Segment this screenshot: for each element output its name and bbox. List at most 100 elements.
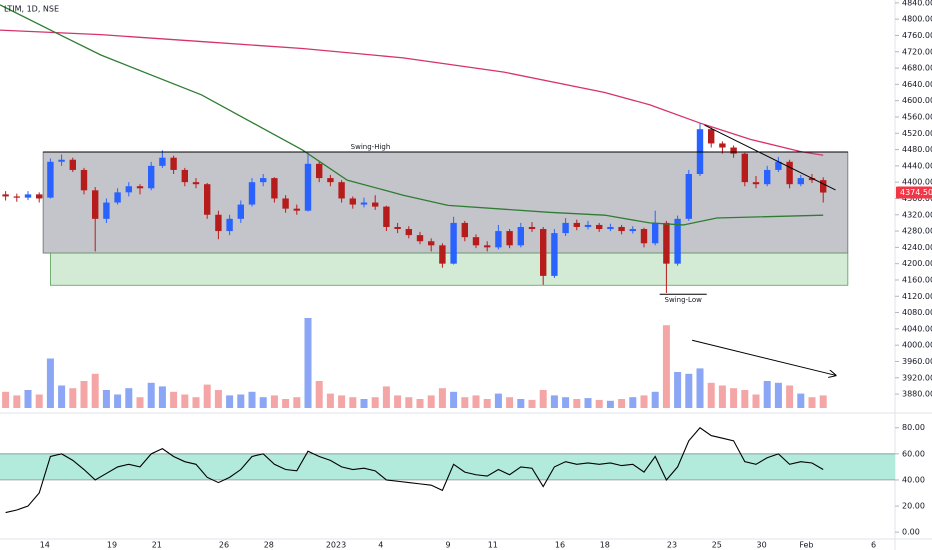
candle-body <box>484 245 491 248</box>
volume-bar <box>259 397 267 408</box>
volume-bar <box>494 393 502 408</box>
volume-bar <box>662 325 670 408</box>
candle-body <box>808 178 816 181</box>
candle-body <box>685 174 692 219</box>
candle-body <box>663 222 670 264</box>
zone <box>50 252 849 286</box>
volume-bar <box>584 398 592 408</box>
x-tick-label: 26 <box>219 541 229 550</box>
x-tick-label: 14 <box>40 541 50 550</box>
chart-title: LTIM, 1D, NSE <box>4 5 59 14</box>
volume-bar <box>282 399 290 408</box>
candle-body <box>136 186 144 189</box>
volume-bar <box>517 399 525 408</box>
candle-body <box>741 153 748 183</box>
volume-bar <box>58 385 66 408</box>
x-tick-label: 16 <box>555 541 565 550</box>
volume-bar <box>774 382 782 408</box>
volume-bar <box>371 397 379 408</box>
rsi-tick-label: 20.00 <box>902 502 925 511</box>
candle-body <box>540 229 547 276</box>
candle-body <box>730 147 737 154</box>
volume-bar <box>808 397 816 408</box>
volume-bar <box>304 318 312 408</box>
volume-bar <box>674 372 682 408</box>
rsi-tick-label: 80.00 <box>902 423 925 432</box>
candle-body <box>640 229 648 244</box>
volume-bar <box>136 397 144 408</box>
volume-bar <box>562 397 570 408</box>
volume-bar <box>114 394 122 408</box>
candle-body <box>596 224 603 230</box>
volume-bar <box>46 358 54 408</box>
y-tick-label: 4080.00 <box>902 308 932 317</box>
volume-bar <box>707 382 715 408</box>
trend-line <box>692 339 835 375</box>
candle-body <box>428 241 435 246</box>
candle-body <box>237 204 244 219</box>
candle-body <box>775 161 782 170</box>
x-tick-label: 25 <box>712 541 722 550</box>
volume-bar <box>618 399 626 408</box>
candle-body <box>360 202 368 205</box>
volume-bar <box>147 382 155 408</box>
candle-body <box>260 178 267 183</box>
volume-bar <box>718 385 726 408</box>
candle-body <box>439 245 446 264</box>
y-tick-label: 4840.00 <box>902 0 932 7</box>
rsi-tick-label: 60.00 <box>902 449 925 458</box>
volume-bar <box>181 394 189 408</box>
volume-bar <box>819 395 827 408</box>
volume-bar <box>91 373 99 408</box>
x-tick-label: 18 <box>600 541 610 550</box>
candle-body <box>271 178 278 199</box>
candle-body <box>495 231 502 248</box>
candle-body <box>103 202 110 219</box>
candle-body <box>293 208 300 211</box>
y-tick-label: 3960.00 <box>902 357 932 366</box>
volume-bar <box>349 397 357 408</box>
x-tick-label: 30 <box>757 541 767 550</box>
y-tick-label: 4160.00 <box>902 275 932 284</box>
line-label: Swing-Low <box>665 296 703 304</box>
candle-body <box>573 222 580 227</box>
candle-body <box>204 184 211 215</box>
candle-body <box>629 229 636 232</box>
volume-bar <box>360 399 368 408</box>
volume-bar <box>24 390 32 408</box>
candle-body <box>506 231 513 246</box>
x-tick-label: 4 <box>378 541 383 550</box>
volume-bar <box>438 388 446 408</box>
candle-body <box>24 194 32 198</box>
volume-bar <box>226 395 234 408</box>
y-tick-label: 4400.00 <box>902 178 932 187</box>
last-value-label: 4374.50 <box>900 188 932 197</box>
y-tick-label: 4760.00 <box>902 31 932 40</box>
candle-body <box>416 235 424 242</box>
x-tick-label: Feb <box>799 541 813 550</box>
volume-bar <box>640 395 648 408</box>
candle-body <box>226 218 233 232</box>
candle-body <box>517 226 524 246</box>
volume-bar <box>763 381 771 408</box>
volume-bar <box>506 397 514 408</box>
y-tick-label: 4040.00 <box>902 324 932 333</box>
x-tick-label: 6 <box>871 541 876 550</box>
candle-body <box>786 161 793 185</box>
y-tick-label: 4560.00 <box>902 112 932 121</box>
y-tick-label: 3880.00 <box>902 390 932 399</box>
last-value-box <box>896 186 932 199</box>
candle-body <box>708 129 715 144</box>
y-tick-label: 4200.00 <box>902 259 932 268</box>
volume-bar <box>248 391 256 408</box>
candle-body <box>148 165 155 189</box>
volume-bar <box>539 390 547 408</box>
volume-bar <box>69 388 77 408</box>
candle-body <box>405 229 412 236</box>
trend-line <box>704 124 836 191</box>
volume-bar <box>102 390 110 408</box>
volume-bar <box>629 397 637 408</box>
candle-body <box>562 222 569 234</box>
candle-body <box>47 161 54 198</box>
